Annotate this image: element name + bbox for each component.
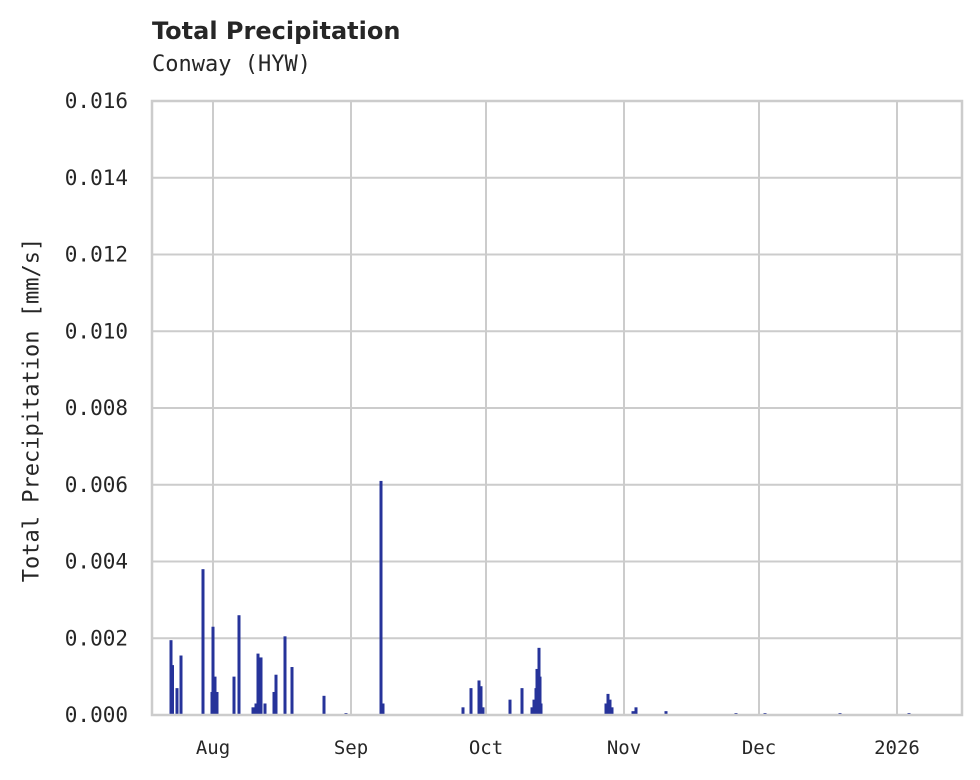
precip-bar — [664, 711, 668, 715]
precip-bar — [211, 626, 215, 715]
y-tick-label: 0.014 — [65, 166, 128, 190]
precip-bar — [508, 699, 512, 715]
precip-bar — [175, 688, 179, 715]
precip-bar — [272, 691, 276, 715]
y-tick-label: 0.004 — [65, 550, 128, 574]
x-tick-label: Dec — [742, 737, 776, 759]
chart-title: Total Precipitation — [152, 17, 401, 45]
y-tick-label: 0.008 — [65, 396, 128, 420]
precip-bar — [479, 686, 483, 715]
precip-bar — [322, 695, 326, 715]
precip-bar — [179, 655, 183, 715]
y-tick-label: 0.000 — [65, 703, 128, 727]
y-tick-label: 0.002 — [65, 626, 128, 650]
precip-bar — [539, 703, 543, 715]
precip-bar — [538, 676, 542, 715]
precip-bar — [631, 711, 635, 715]
precip-bar — [535, 668, 539, 715]
precip-bar — [237, 615, 241, 715]
precip-bar — [201, 569, 205, 715]
y-tick-label: 0.016 — [65, 89, 128, 113]
precip-bar — [634, 707, 638, 715]
y-tick-label: 0.012 — [65, 243, 128, 267]
bar-series — [169, 480, 911, 715]
x-tick-label: Aug — [196, 737, 230, 759]
precip-bar — [379, 480, 383, 715]
precip-bar — [263, 703, 267, 715]
precip-bar — [469, 688, 473, 715]
plot-frame — [150, 99, 964, 717]
x-tick-label: Nov — [607, 737, 641, 759]
precip-bar — [215, 691, 219, 715]
precip-bar — [608, 699, 612, 715]
precip-bar — [232, 676, 236, 715]
precip-bar — [171, 665, 174, 715]
y-tick-label: 0.010 — [65, 319, 128, 343]
x-tick-label: 2026 — [874, 737, 920, 759]
precip-bar — [251, 707, 255, 715]
precip-bar — [274, 674, 278, 715]
precip-bar — [290, 667, 294, 715]
precip-bar — [520, 688, 524, 715]
precip-bar — [606, 693, 610, 715]
precip-bar — [283, 636, 287, 715]
y-tick-label: 0.006 — [65, 473, 128, 497]
precip-bar — [254, 703, 258, 715]
x-axis-ticks: Aug Sep Oct Nov Dec 2026 — [196, 737, 920, 759]
precip-bar — [610, 707, 614, 715]
grid-lines — [152, 100, 962, 716]
precip-bar — [532, 699, 536, 715]
precip-bar — [259, 657, 263, 715]
precip-bar — [381, 703, 385, 715]
x-tick-label: Sep — [334, 737, 368, 759]
precip-bar — [461, 707, 465, 715]
precip-bar — [213, 676, 217, 715]
chart-subtitle: Conway (HYW) — [152, 52, 311, 77]
y-axis-ticks: 0.000 0.002 0.004 0.006 0.008 0.010 0.012 0.014… — [65, 89, 128, 727]
precip-bar — [481, 707, 485, 715]
precip-bar — [604, 703, 608, 715]
precip-bar — [530, 707, 534, 715]
precip-bar — [256, 653, 260, 715]
precip-bar — [477, 680, 481, 715]
x-tick-label: Oct — [469, 737, 503, 759]
